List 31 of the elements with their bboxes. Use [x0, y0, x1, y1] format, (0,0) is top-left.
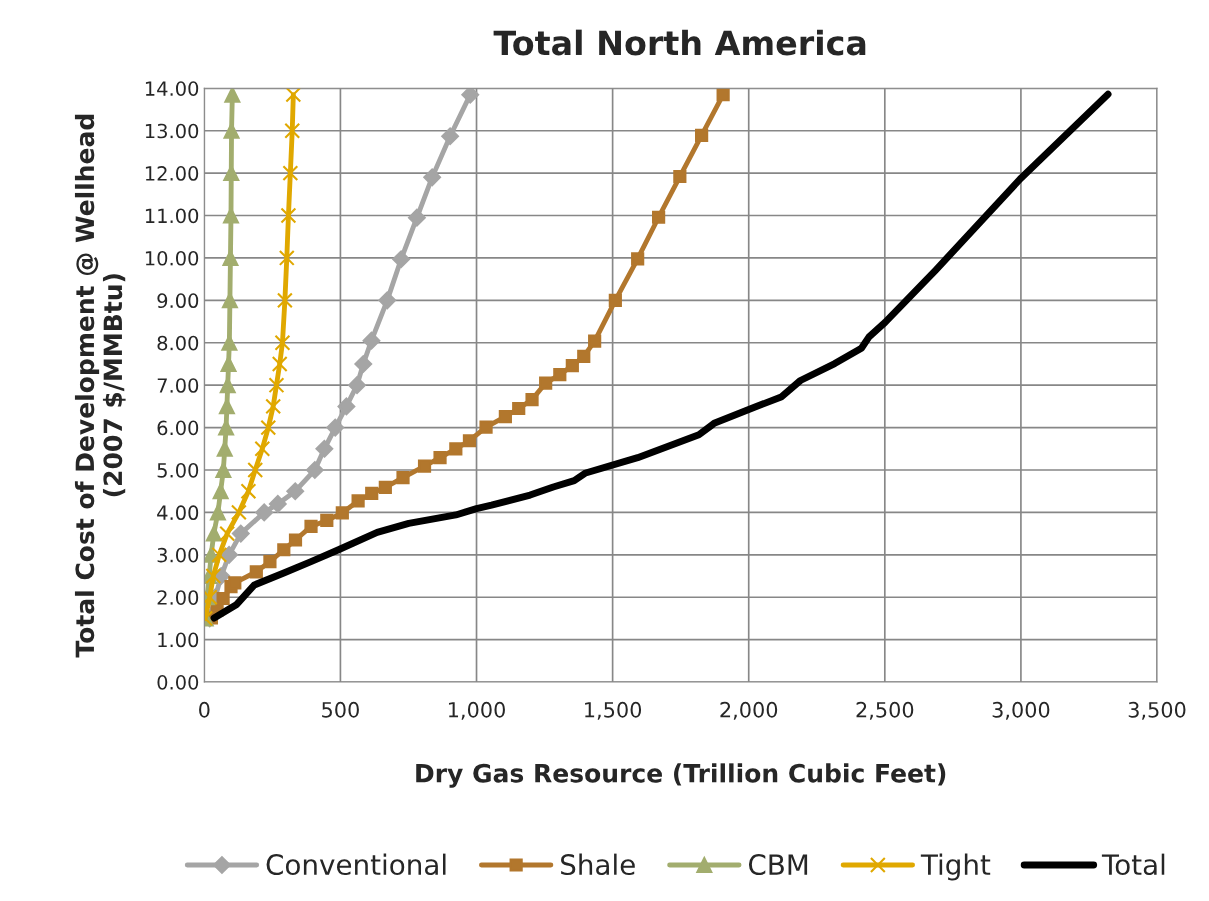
y-tick-label: 6.00: [157, 420, 199, 436]
y-tick-label: 11.00: [145, 208, 199, 224]
x-tick-label: 2,500: [856, 701, 914, 720]
x-tick-label: 3,000: [992, 701, 1050, 720]
y-tick-label: 0.00: [157, 675, 199, 690]
x-tick-label: 1,500: [585, 701, 642, 720]
x-tick-label: 1,000: [448, 701, 505, 720]
x-tick-label: 3,500: [1128, 701, 1186, 720]
x-tick-label: 500: [322, 701, 359, 718]
y-tick-label: 5.00: [157, 462, 199, 478]
y-tick-label: 13.00: [145, 123, 199, 139]
legend-label: Tight: [920, 853, 991, 881]
y-tick-label: 14.00: [145, 81, 199, 96]
y-tick-label: 10.00: [145, 250, 199, 266]
legend-label: Total: [1101, 853, 1165, 876]
y-tick-label: 7.00: [157, 378, 199, 393]
legend-label: Shale: [561, 853, 635, 876]
legend-label: CBM: [748, 854, 808, 876]
chart-title: Total North America: [493, 29, 866, 56]
y-tick-label: 2.00: [157, 590, 199, 605]
y-tick-label: 3.00: [157, 547, 199, 563]
legend-label: Conventional: [266, 853, 446, 876]
y-axis-title: Total Cost of Development @ Wellhead (2007 $/MMBtu): [74, 114, 126, 658]
y-tick-label: 8.00: [157, 335, 199, 351]
y-tick-label: 12.00: [145, 166, 199, 181]
x-axis-title: Dry Gas Resource (Trillion Cubic Feet): [416, 763, 946, 788]
y-tick-label: 9.00: [157, 293, 199, 309]
x-tick-label: 2,000: [720, 701, 778, 720]
y-tick-label: 4.00: [157, 505, 199, 521]
x-tick-label: 0: [199, 701, 210, 718]
y-tick-label: 1.00: [158, 632, 199, 648]
